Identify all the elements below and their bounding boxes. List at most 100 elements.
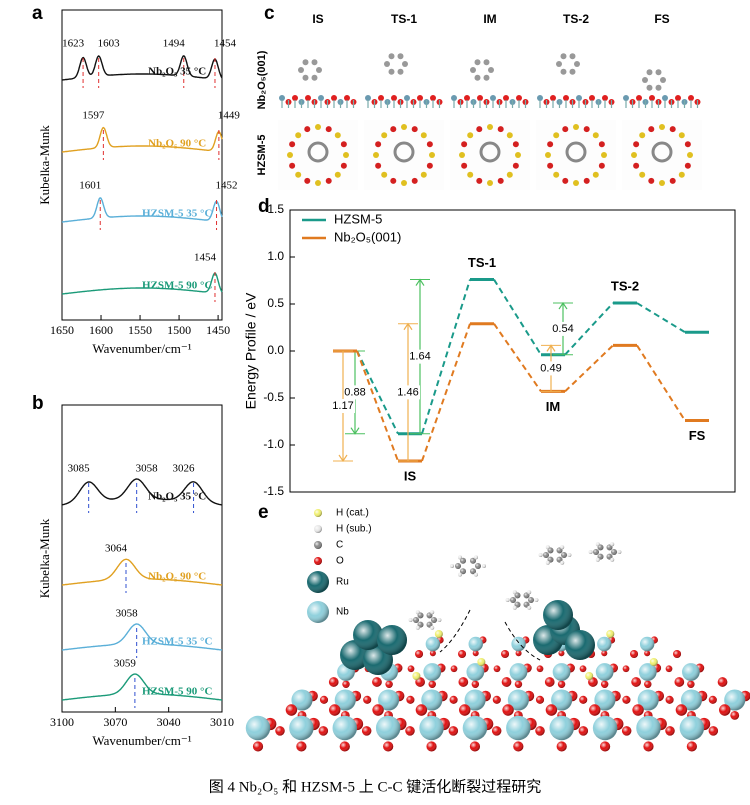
atom-shade <box>589 704 601 716</box>
atom <box>576 95 582 101</box>
atom <box>483 74 490 81</box>
atom <box>678 132 685 139</box>
atom <box>378 95 384 101</box>
atom <box>315 180 321 186</box>
atom-shade <box>552 663 571 681</box>
atom <box>388 68 395 75</box>
atom-shade <box>328 677 339 687</box>
atom-shade <box>455 563 461 569</box>
barrier-label: 1.64 <box>409 351 430 363</box>
atom <box>302 59 309 66</box>
connector <box>421 279 471 435</box>
atom-shade <box>547 547 554 554</box>
label-bg <box>539 361 563 376</box>
trace-label: Nb₂O₅ 90 °C <box>148 571 206 583</box>
trace-label: Nb₂O₅ 35 °C <box>148 66 206 78</box>
peak-label: 1601 <box>79 180 101 192</box>
atom <box>592 171 599 178</box>
atom <box>397 53 404 60</box>
atom-shade <box>679 715 705 741</box>
atom-shade <box>514 592 521 599</box>
atom-shade <box>417 621 424 628</box>
column-label: FS <box>654 12 669 26</box>
molecule <box>565 141 587 163</box>
x-tick-label: 3010 <box>210 715 234 729</box>
peak-label: 1623 <box>62 38 85 50</box>
atom <box>373 152 379 158</box>
atom <box>649 95 655 101</box>
atom <box>470 67 476 73</box>
caption: 图 4 Nb₂O₅ 和 HZSM-5 上 C-C 键活化断裂过程研究 <box>209 778 542 795</box>
atom <box>583 126 590 133</box>
molecule <box>479 141 501 163</box>
y-tick-label: 0.5 <box>267 296 284 310</box>
atom-shade <box>561 552 567 558</box>
atom <box>401 124 407 130</box>
atom <box>589 95 595 101</box>
atom <box>642 77 648 83</box>
plot-frame <box>61 9 223 321</box>
atom-shade <box>560 560 565 565</box>
atom-shade <box>291 689 313 711</box>
atom-shade <box>417 612 424 619</box>
atom-shade <box>421 689 443 711</box>
atom <box>279 95 285 101</box>
atom <box>598 162 605 169</box>
atom-shade <box>314 557 322 565</box>
atom-shade <box>631 677 641 687</box>
atom <box>556 61 562 67</box>
state-label: IS <box>404 468 417 483</box>
x-tick-label: 3100 <box>50 715 74 729</box>
atom-shade <box>543 552 549 558</box>
atom <box>646 69 653 76</box>
atom-shade <box>245 715 271 741</box>
atom-shade <box>501 649 510 659</box>
atom <box>426 162 433 169</box>
atom <box>344 95 350 101</box>
atom-shade <box>412 672 421 680</box>
y-tick-label: -1.0 <box>263 437 284 451</box>
state-label: TS-2 <box>611 278 639 293</box>
atom <box>490 95 496 101</box>
atom-shade <box>597 636 612 652</box>
atom-shade <box>545 704 558 716</box>
connector <box>636 344 686 422</box>
atom-shade <box>252 741 264 752</box>
atom-shade <box>506 715 531 741</box>
atom-shade <box>547 556 554 563</box>
row-label: HZSM-5 <box>256 135 268 176</box>
trace-label: HZSM-5 90 °C <box>142 686 212 698</box>
atom-shade <box>408 618 413 622</box>
atom-shade <box>515 650 522 657</box>
atom-shade <box>431 617 437 623</box>
atom-shade <box>682 663 700 681</box>
atom <box>420 132 427 139</box>
atom-shade <box>514 601 521 608</box>
atom-shade <box>535 695 545 704</box>
atom-shade <box>724 689 746 711</box>
atom <box>669 126 676 133</box>
atom <box>381 132 388 139</box>
atom-shade <box>636 715 661 741</box>
atom-shade <box>617 550 622 554</box>
state-label: FS <box>689 428 706 443</box>
atom <box>375 162 382 169</box>
atom <box>334 132 341 139</box>
atom <box>483 59 490 66</box>
atom-shade <box>437 618 442 622</box>
atom-shade <box>536 665 544 673</box>
atom-shade <box>622 695 631 704</box>
panel-label: c <box>264 3 275 24</box>
atom-shade <box>599 741 611 752</box>
atom-shade <box>597 553 604 560</box>
atom-shade <box>492 695 501 704</box>
atom-shade <box>405 726 415 736</box>
atom <box>562 177 569 184</box>
atom-shade <box>475 563 481 569</box>
atom <box>648 126 655 133</box>
atom <box>648 177 655 184</box>
molecule <box>651 141 673 163</box>
atom-shade <box>565 630 595 660</box>
atom-shade <box>719 704 731 716</box>
atom-shade <box>332 715 358 741</box>
